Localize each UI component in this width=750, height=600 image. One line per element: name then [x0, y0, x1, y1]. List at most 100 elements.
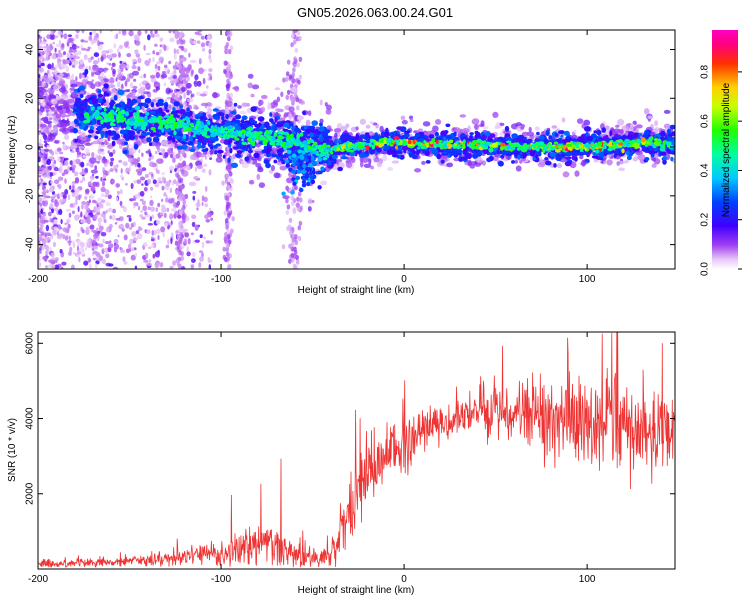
spectrogram-speck: [69, 49, 78, 53]
spectrogram-speck: [118, 159, 123, 163]
spectrogram-speck: [101, 258, 107, 265]
spectrogram-speck: [117, 234, 120, 238]
spectrogram-speck: [628, 126, 634, 132]
spectrogram-speck: [193, 104, 197, 108]
spectrogram-speck: [71, 210, 75, 215]
spectrogram-speck: [292, 39, 297, 45]
spectrogram-speck: [97, 217, 103, 224]
spectrogram-band-cell: [626, 155, 632, 161]
spectrogram-speck: [77, 245, 79, 252]
spectrogram-speck: [224, 108, 230, 115]
spectrogram-band-cell: [305, 135, 311, 139]
spectrogram-speck: [59, 39, 61, 46]
spectrogram-speck: [122, 250, 126, 254]
spectrogram-speck: [71, 189, 75, 193]
spectrogram-speck: [106, 144, 114, 149]
spectrogram-speck: [297, 235, 302, 242]
spectrogram-speck: [163, 44, 167, 52]
spectrogram-speck: [229, 177, 233, 183]
spectrogram-speck: [80, 39, 85, 43]
spectrogram-speck: [44, 256, 48, 262]
spectrogram-speck: [551, 125, 558, 129]
spectrogram-speck: [142, 205, 147, 212]
spectrogram-speck: [414, 168, 422, 173]
spectrogram-speck: [107, 150, 110, 154]
spectrogram-speck: [154, 251, 160, 258]
spectrogram-speck: [54, 47, 57, 53]
spectrogram-speck: [69, 160, 74, 166]
spectrogram-band-cell: [514, 139, 519, 143]
spectrogram-speck: [174, 210, 179, 216]
spectrogram-speck: [94, 81, 103, 87]
spectrogram-speck: [194, 224, 199, 231]
spectrogram-band-cell: [149, 132, 155, 137]
spectrogram-speck: [369, 121, 375, 125]
spectrogram-speck: [223, 60, 228, 66]
spectrogram-speck: [48, 187, 55, 193]
spectrogram-speck: [100, 232, 107, 237]
spectrogram-speck: [290, 195, 295, 201]
spectrogram-speck: [152, 179, 157, 184]
spectrogram-speck: [51, 163, 55, 168]
spectrogram-speck: [355, 126, 359, 131]
spectrogram-speck: [124, 80, 128, 87]
spectrogram-speck: [101, 157, 108, 164]
spectrogram-band-cell: [172, 106, 176, 112]
spectrogram-speck: [139, 214, 143, 218]
spectrogram-speck: [97, 40, 100, 47]
spectrogram-speck: [117, 190, 120, 195]
spectrogram-speck: [134, 49, 139, 55]
spectrogram-speck: [182, 199, 186, 205]
spectrogram-speck: [77, 251, 82, 255]
spectrogram-band-cell: [428, 134, 435, 139]
spectrogram-speck: [382, 154, 388, 162]
spectrogram-speck: [142, 109, 147, 112]
spectrogram-speck: [57, 30, 63, 36]
spectrogram-speck: [255, 162, 262, 168]
spectrogram-speck: [134, 247, 137, 251]
spectrogram-speck: [225, 246, 229, 252]
spectrogram-speck: [210, 230, 213, 235]
spectrogram-speck: [65, 66, 70, 73]
spectrogram-speck: [129, 198, 135, 202]
spectrogram-speck: [176, 200, 181, 206]
spectrogram-speck: [51, 208, 54, 214]
spectrogram-speck: [199, 234, 203, 239]
spectrogram-speck: [38, 30, 41, 34]
spectrogram-speck: [293, 30, 297, 33]
spectrogram-speck: [38, 261, 42, 268]
spectrogram-speck: [241, 102, 248, 108]
spectrogram-speck: [38, 59, 42, 66]
spectrogram-speck: [179, 64, 183, 70]
spectrogram-speck: [226, 30, 231, 36]
spectrogram-speck: [100, 144, 106, 148]
spectrogram-speck: [59, 193, 63, 198]
spectrogram-speck: [61, 172, 65, 177]
spectrogram-speck: [180, 45, 185, 51]
spectrogram-speck: [72, 202, 76, 208]
spectrogram-speck: [109, 161, 114, 167]
spectrogram-speck: [112, 68, 116, 75]
spectrogram-band-cell: [585, 158, 590, 163]
spectrogram-speck: [231, 216, 235, 222]
spectrogram-speck: [446, 162, 454, 168]
spectrogram-speck: [216, 152, 223, 159]
spectrogram-speck: [71, 182, 76, 186]
spectrogram-speck: [221, 180, 225, 186]
spectrogram-speck: [93, 233, 99, 239]
spectrogram-speck: [232, 86, 240, 90]
spectrogram-speck: [137, 30, 142, 36]
spectrogram-speck: [117, 81, 121, 88]
spectrogram-speck: [67, 34, 72, 37]
spectrogram-speck: [224, 256, 228, 263]
spectrogram-speck: [288, 171, 292, 178]
spectrogram-speck: [68, 37, 73, 43]
spectrogram-speck: [75, 30, 80, 34]
spectrogram-speck: [100, 186, 106, 193]
spectrogram-speck: [60, 266, 64, 269]
spectrogram-speck: [53, 35, 59, 39]
spectrogram-speck: [98, 243, 104, 248]
spectrogram-speck: [43, 140, 47, 144]
spectrogram-speck: [109, 152, 114, 157]
spectrogram-speck: [157, 202, 161, 208]
